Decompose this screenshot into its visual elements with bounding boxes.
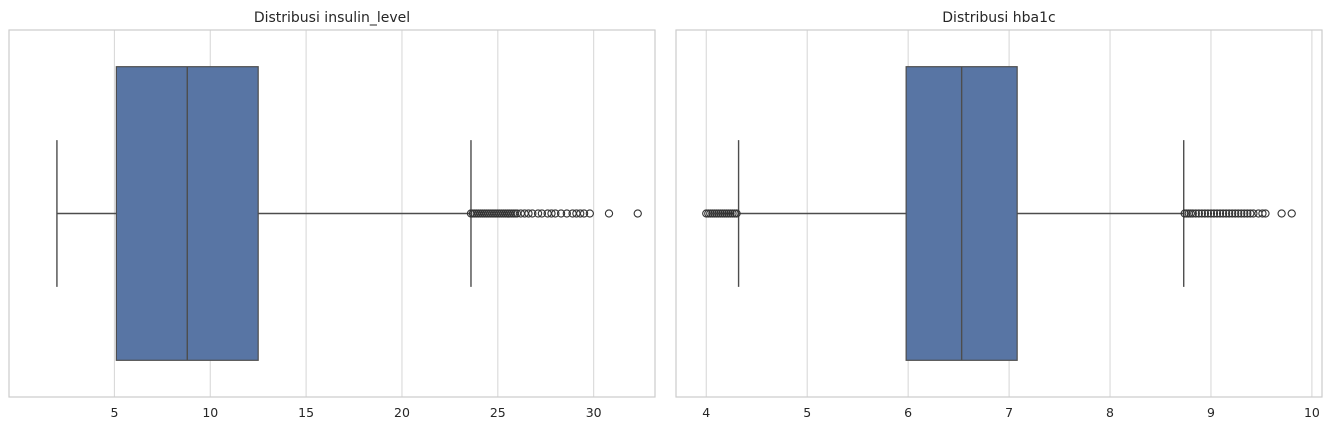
axes-frame: [675, 29, 1323, 398]
outlier-point: [1197, 209, 1207, 218]
outlier-point: [1206, 209, 1216, 218]
outlier-point: [524, 209, 533, 218]
subplot-1: 5 10 15 20 25 30 Distribusi insulin_level: [8, 10, 656, 420]
outlier-point: [1212, 209, 1222, 218]
outlier-point: [551, 209, 560, 218]
outlier-point: [1277, 209, 1286, 218]
outlier-point: [1287, 209, 1296, 218]
outlier-point: [1221, 209, 1231, 218]
x-tick-label: 5: [803, 405, 811, 420]
outlier-point: [1200, 209, 1210, 218]
outlier-point: [547, 209, 556, 218]
outlier-point: [556, 209, 566, 218]
outlier-point: [604, 209, 614, 218]
x-tick-label: 15: [298, 405, 314, 420]
outlier-point: [1191, 209, 1200, 218]
outlier-point: [1258, 209, 1267, 218]
outlier-point: [585, 209, 594, 218]
subplot-2: 4 5 6 7 8 9 10 Distribusi hba1c: [675, 10, 1323, 420]
outlier-point: [633, 209, 642, 218]
outlier-point: [1234, 209, 1243, 218]
outlier-point: [528, 209, 537, 218]
outlier-point: [579, 209, 589, 218]
x-tick-label: 10: [1304, 405, 1320, 420]
x-tick-label: 25: [490, 405, 506, 420]
x-tick-label: 10: [202, 405, 218, 420]
outlier-point: [1215, 209, 1225, 218]
x-tick-label: 9: [1207, 405, 1215, 420]
outlier-point: [1240, 209, 1249, 218]
outlier-point: [1188, 209, 1197, 218]
x-tick-label: 20: [394, 405, 410, 420]
x-tick-label: 30: [586, 405, 602, 420]
x-tick-label: 4: [702, 405, 710, 420]
outlier-point: [1249, 209, 1258, 218]
x-tick-label: 6: [904, 405, 912, 420]
x-tick-label: 8: [1106, 405, 1114, 420]
outlier-point: [1209, 209, 1219, 218]
x-tick-label: 5: [110, 405, 118, 420]
outlier-point: [1243, 209, 1252, 218]
x-tick-label: 7: [1005, 405, 1013, 420]
outlier-point: [732, 209, 741, 218]
outlier-point: [562, 209, 571, 218]
outlier-point: [533, 209, 543, 218]
outlier-point: [1237, 209, 1246, 218]
chart-title: Distribusi hba1c: [942, 10, 1055, 26]
outlier-point: [576, 209, 585, 218]
outlier-point: [1218, 209, 1228, 218]
outlier-point: [1224, 209, 1234, 218]
outlier-point: [1246, 209, 1255, 218]
outlier-point: [1228, 209, 1237, 218]
chart-title: Distribusi insulin_level: [254, 10, 410, 26]
outlier-point: [1231, 209, 1240, 218]
outlier-point: [1194, 209, 1204, 218]
outlier-point: [537, 209, 547, 218]
axes-frame: [8, 29, 656, 398]
outlier-point: [1203, 209, 1213, 218]
outlier-point: [1261, 209, 1270, 218]
